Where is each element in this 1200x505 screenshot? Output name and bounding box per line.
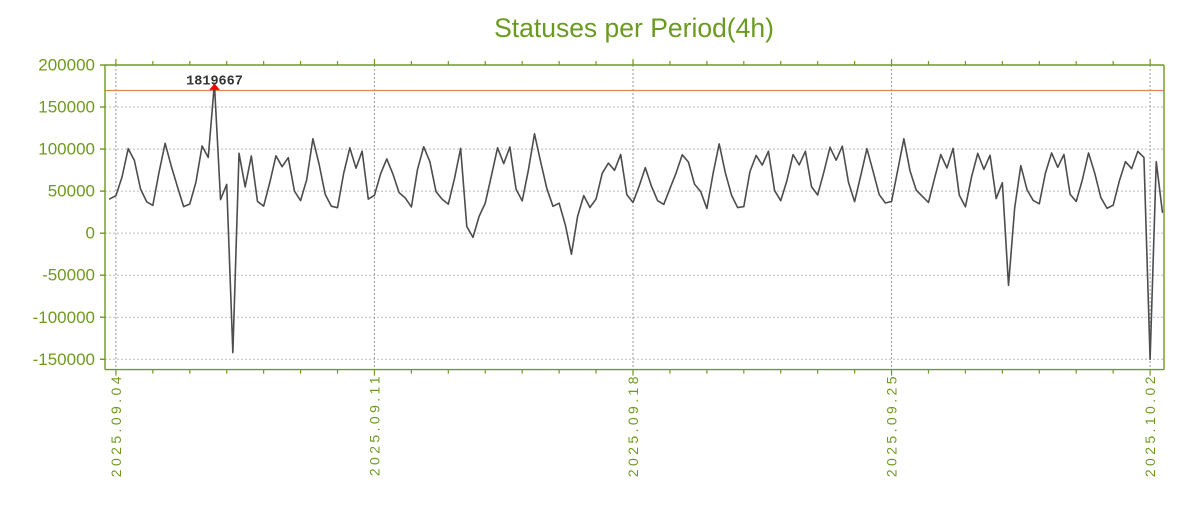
svg-text:1819667: 1819667 bbox=[186, 75, 243, 90]
svg-text:150000: 150000 bbox=[38, 98, 95, 117]
svg-text:0: 0 bbox=[86, 224, 95, 243]
svg-text:2025.09.25: 2025.09.25 bbox=[884, 373, 900, 477]
svg-text:-50000: -50000 bbox=[42, 266, 95, 285]
svg-text:-150000: -150000 bbox=[33, 350, 95, 369]
svg-text:2025.09.18: 2025.09.18 bbox=[625, 373, 641, 477]
svg-text:2025.09.11: 2025.09.11 bbox=[366, 373, 382, 476]
svg-text:-100000: -100000 bbox=[33, 308, 95, 327]
svg-text:100000: 100000 bbox=[38, 140, 95, 159]
svg-text:200000: 200000 bbox=[38, 56, 95, 75]
svg-text:Statuses per Period(4h): Statuses per Period(4h) bbox=[494, 13, 774, 43]
svg-text:50000: 50000 bbox=[48, 182, 95, 201]
svg-text:2025.09.04: 2025.09.04 bbox=[108, 373, 124, 477]
svg-text:2025.10.02: 2025.10.02 bbox=[1142, 373, 1158, 477]
